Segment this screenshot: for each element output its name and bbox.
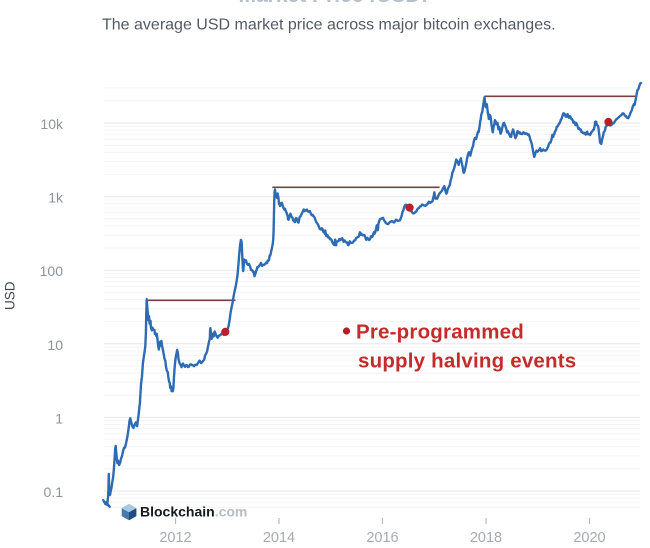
svg-text:USD: USD <box>3 281 18 310</box>
svg-text:2020: 2020 <box>573 530 605 546</box>
svg-text:100: 100 <box>40 263 64 279</box>
svg-text:supply halving events: supply halving events <box>358 350 576 373</box>
svg-text:2012: 2012 <box>159 530 191 546</box>
svg-text:2014: 2014 <box>263 530 295 546</box>
svg-text:2016: 2016 <box>366 530 398 546</box>
svg-text:1k: 1k <box>48 190 64 206</box>
svg-text:Pre-programmed: Pre-programmed <box>356 321 524 344</box>
svg-text:Blockchain.com: Blockchain.com <box>140 504 247 520</box>
svg-text:Market Price (USD): Market Price (USD) <box>238 0 427 7</box>
svg-text:The average USD market price a: The average USD market price across majo… <box>102 17 556 34</box>
svg-text:10k: 10k <box>40 116 64 132</box>
svg-text:1: 1 <box>55 410 63 426</box>
svg-text:0.1: 0.1 <box>44 484 64 500</box>
svg-text:2018: 2018 <box>470 530 502 546</box>
svg-text:10: 10 <box>47 337 63 353</box>
